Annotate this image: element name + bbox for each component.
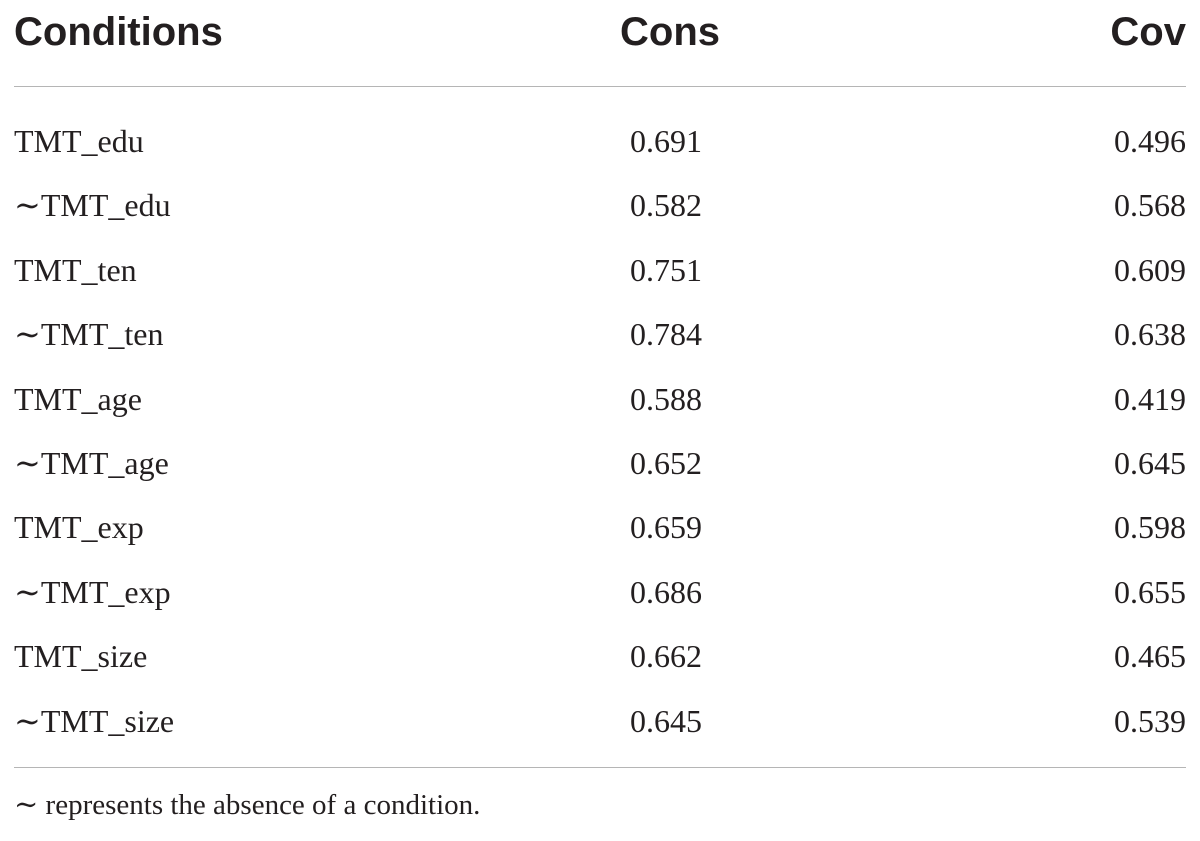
cons-cell: 0.645	[630, 702, 702, 739]
table-row: TMT_ten 0.751 0.609	[14, 238, 1186, 302]
table-footnote: ∼ represents the absence of a condition.	[14, 789, 481, 821]
condition-cell: ∼TMT_age	[14, 444, 169, 481]
cov-cell: 0.539	[1114, 702, 1186, 739]
table-row: TMT_size 0.662 0.465	[14, 624, 1186, 688]
cov-cell: 0.609	[1114, 251, 1186, 288]
column-header-cov: Cov	[1110, 10, 1186, 54]
table-row: ∼TMT_edu 0.582 0.568	[14, 173, 1186, 237]
table-body: TMT_edu 0.691 0.496 ∼TMT_edu 0.582 0.568…	[14, 87, 1186, 753]
cons-cell: 0.691	[630, 123, 702, 159]
table-row: TMT_age 0.588 0.419	[14, 367, 1186, 431]
condition-cell: TMT_exp	[14, 509, 144, 546]
cons-cell: 0.652	[630, 444, 702, 481]
condition-cell: TMT_age	[14, 380, 142, 417]
cons-cell: 0.686	[630, 573, 702, 610]
table-row: TMT_exp 0.659 0.598	[14, 495, 1186, 559]
cons-cell: 0.784	[630, 316, 702, 353]
cons-cell: 0.588	[630, 380, 702, 417]
cov-cell: 0.496	[1114, 123, 1186, 159]
table-row: ∼TMT_exp 0.686 0.655	[14, 560, 1186, 624]
table-row: ∼TMT_size 0.645 0.539	[14, 689, 1186, 753]
table-row: ∼TMT_ten 0.784 0.638	[14, 302, 1186, 366]
table-header-row: Conditions Cons Cov	[14, 0, 1186, 87]
condition-cell: TMT_edu	[14, 123, 144, 159]
cov-cell: 0.465	[1114, 638, 1186, 675]
table-row: ∼TMT_age 0.652 0.645	[14, 431, 1186, 495]
cons-cell: 0.662	[630, 638, 702, 675]
table-row: TMT_edu 0.691 0.496	[14, 109, 1186, 173]
condition-cell: TMT_ten	[14, 251, 137, 288]
column-header-cons: Cons	[620, 10, 720, 54]
table-bottom-rule	[14, 767, 1186, 768]
cov-cell: 0.568	[1114, 187, 1186, 224]
cov-cell: 0.598	[1114, 509, 1186, 546]
cons-cell: 0.582	[630, 187, 702, 224]
cons-cell: 0.751	[630, 251, 702, 288]
column-header-conditions: Conditions	[14, 10, 223, 54]
condition-cell: ∼TMT_exp	[14, 573, 171, 610]
condition-cell: ∼TMT_size	[14, 702, 175, 739]
condition-cell: ∼TMT_edu	[14, 187, 171, 224]
cov-cell: 0.645	[1114, 444, 1186, 481]
cov-cell: 0.638	[1114, 316, 1186, 353]
condition-cell: TMT_size	[14, 638, 148, 675]
cov-cell: 0.655	[1114, 573, 1186, 610]
cov-cell: 0.419	[1114, 380, 1186, 417]
condition-cell: ∼TMT_ten	[14, 316, 164, 353]
data-table: Conditions Cons Cov TMT_edu 0.691 0.496 …	[14, 0, 1186, 753]
cons-cell: 0.659	[630, 509, 702, 546]
